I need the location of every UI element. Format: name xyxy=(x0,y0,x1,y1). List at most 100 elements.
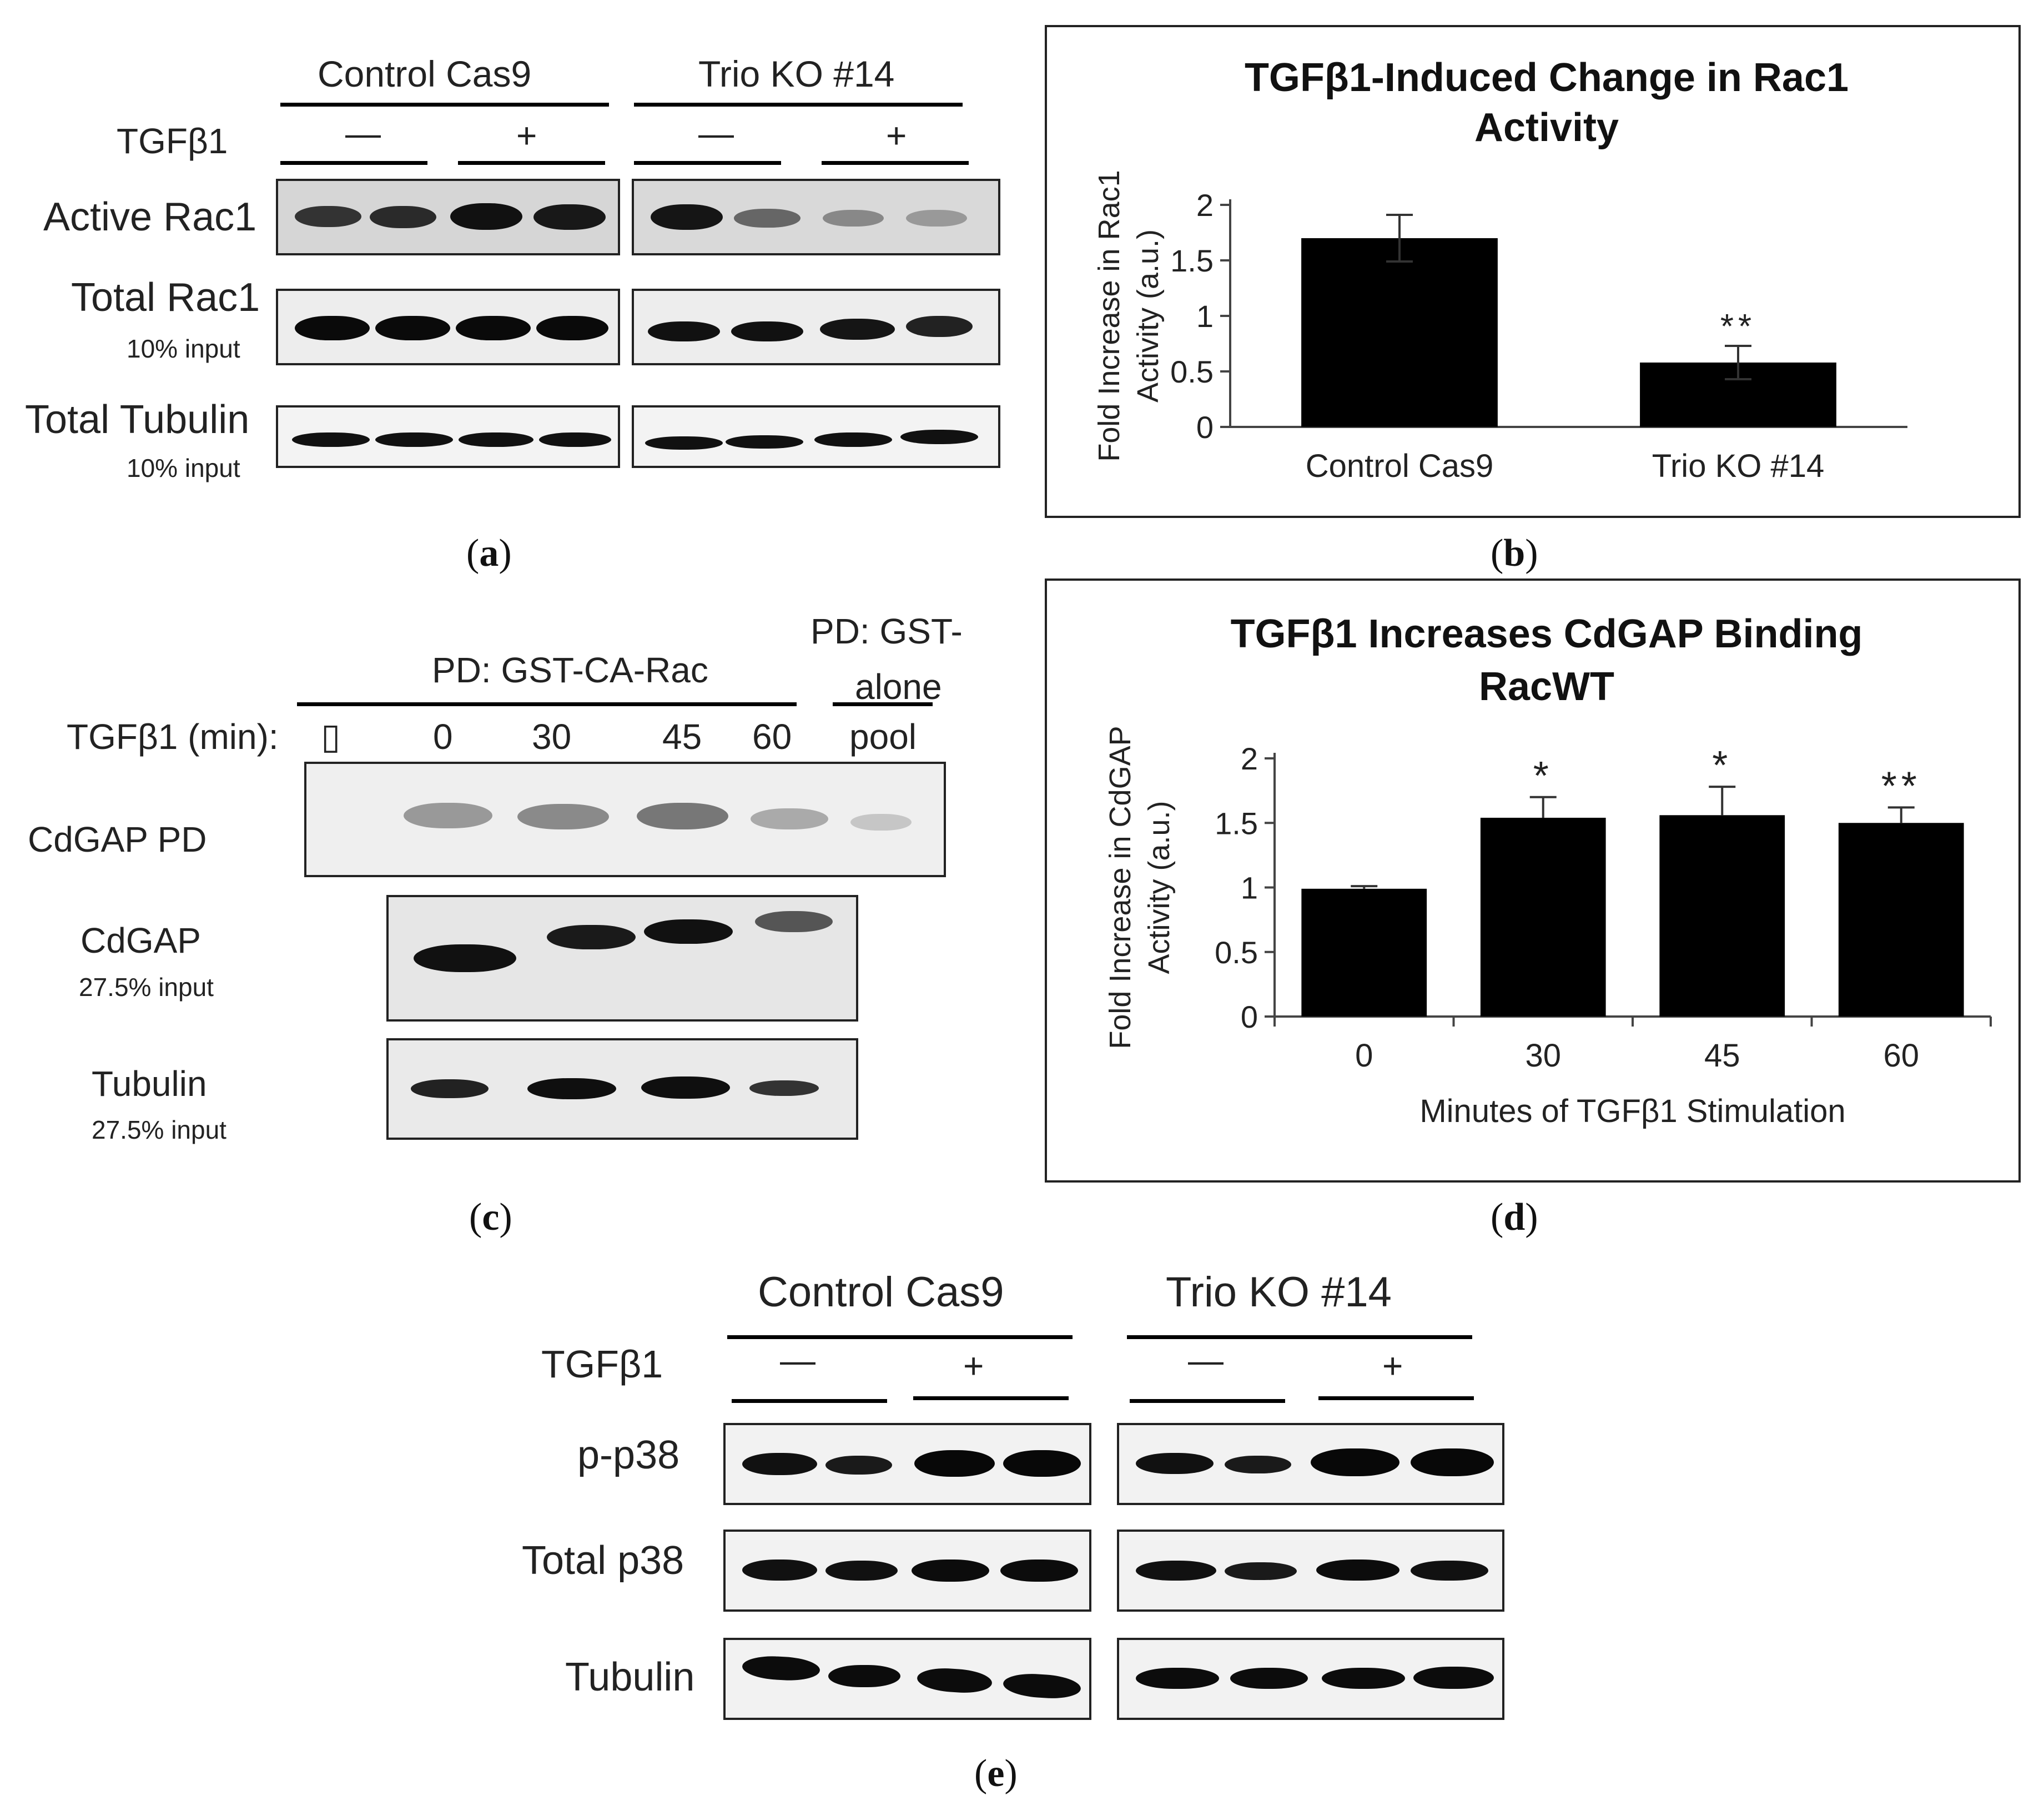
x-tick-label: 45 xyxy=(1704,1038,1740,1074)
treatment-label: TGFβ1 xyxy=(117,121,228,161)
chart-b: TGFβ1-Induced Change in Rac1 Activity Fold… xyxy=(1093,56,1907,484)
x-tick-label: 0 xyxy=(1355,1038,1373,1074)
treatment-minus: — xyxy=(780,1340,815,1380)
lane-label-45: 45 xyxy=(662,717,702,757)
treatment-plus: + xyxy=(516,115,537,155)
significance-mark: * xyxy=(1533,754,1553,798)
placeholder-glyph: ▯ xyxy=(321,716,341,757)
blot-total-tubulin-control xyxy=(276,405,620,468)
blot-p-p38-control xyxy=(723,1423,1091,1505)
y-tick-label: 0.5 xyxy=(1170,354,1214,389)
lane-label-0: 0 xyxy=(433,717,453,757)
treatment-time-label: TGFβ1 (min): xyxy=(67,717,279,757)
treatment-label: TGFβ1 xyxy=(541,1342,663,1386)
caption-b: (b) xyxy=(1491,532,1538,575)
blot-active-rac1-trio xyxy=(632,179,1000,255)
blot-active-rac1-control xyxy=(276,179,620,255)
x-axis-label: Minutes of TGFβ1 Stimulation xyxy=(1419,1093,1845,1129)
blot-tubulin-input xyxy=(386,1038,858,1140)
row-label-total-p38: Total p38 xyxy=(522,1538,684,1583)
y-tick-label: 1.5 xyxy=(1215,806,1258,841)
row-label-total-tubulin: Total Tubulin xyxy=(25,398,250,442)
blot-cdgap-pd xyxy=(304,762,946,877)
treatment-underline xyxy=(634,161,781,165)
blot-total-rac1-control xyxy=(276,289,620,365)
treatment-minus: — xyxy=(698,113,734,153)
lane-label-30: 30 xyxy=(532,717,572,757)
group-underline-control xyxy=(280,103,609,107)
row-label-tubulin: Tubulin xyxy=(565,1655,695,1699)
y-tick-label: 1 xyxy=(1196,299,1214,334)
blot-total-p38-control xyxy=(723,1530,1091,1612)
bar xyxy=(1301,888,1427,1017)
group-label-control-cas9: Control Cas9 xyxy=(318,53,532,94)
treatment-plus: + xyxy=(963,1346,984,1386)
blot-tubulin-trio xyxy=(1117,1638,1504,1720)
blot-total-p38-trio xyxy=(1117,1530,1504,1612)
blot-tubulin-control xyxy=(723,1638,1091,1720)
significance-mark: ** xyxy=(1881,764,1921,808)
group-underline-trio xyxy=(1127,1335,1472,1339)
treatment-plus: + xyxy=(1382,1346,1403,1386)
panel-d-frame: TGFβ1 Increases CdGAP Binding RacWT Fold I… xyxy=(1045,578,2021,1183)
caption-a: (a) xyxy=(466,532,512,575)
chart-d: TGFβ1 Increases CdGAP Binding RacWT Fold I… xyxy=(1104,612,1992,1129)
treatment-underline xyxy=(1130,1399,1285,1403)
x-tick-label: Trio KO #14 xyxy=(1652,448,1825,484)
caption-d: (d) xyxy=(1491,1196,1538,1239)
group-label-trio-ko: Trio KO #14 xyxy=(698,53,895,94)
caption-e: (e) xyxy=(974,1752,1018,1795)
treatment-underline xyxy=(280,161,427,165)
x-tick-label: 30 xyxy=(1525,1038,1561,1074)
row-label-active-rac1: Active Rac1 xyxy=(43,195,257,239)
y-axis-label: Activity (a.u.) xyxy=(1131,229,1165,403)
treatment-plus: + xyxy=(886,115,907,155)
treatment-underline xyxy=(458,161,605,165)
y-tick-label: 1 xyxy=(1241,871,1258,906)
panel-b-frame: TGFβ1-Induced Change in Rac1 Activity Fold… xyxy=(1045,25,2021,518)
row-label-total-rac1: Total Rac1 xyxy=(71,275,260,320)
group-label-control-cas9: Control Cas9 xyxy=(758,1269,1004,1316)
y-tick-label: 0 xyxy=(1196,410,1214,445)
row-label-p-p38: p-p38 xyxy=(577,1433,680,1477)
treatment-minus: — xyxy=(345,113,381,153)
row-sublabel-input: 10% input xyxy=(127,454,240,482)
significance-mark: * xyxy=(1712,743,1732,788)
row-label-cdgap-pd: CdGAP PD xyxy=(28,819,207,859)
treatment-underline xyxy=(1318,1396,1474,1400)
treatment-underline xyxy=(732,1399,887,1403)
pulldown-header: PD: GST-CA-Rac xyxy=(432,650,708,690)
bar xyxy=(1659,815,1785,1017)
y-tick-label: 2 xyxy=(1196,188,1214,223)
group-label-trio-ko: Trio KO #14 xyxy=(1166,1269,1392,1316)
chart-title: TGFβ1-Induced Change in Rac1 xyxy=(1245,56,1849,100)
blot-total-rac1-trio xyxy=(632,289,1000,365)
y-axis-label: Activity (a.u.) xyxy=(1142,801,1176,974)
lane-label-pool: pool xyxy=(849,717,917,757)
row-label-cdgap: CdGAP xyxy=(80,920,201,960)
blot-p-p38-trio xyxy=(1117,1423,1504,1505)
blot-total-tubulin-trio xyxy=(632,405,1000,468)
chart-title: TGFβ1 Increases CdGAP Binding xyxy=(1231,612,1863,656)
treatment-underline xyxy=(822,161,969,165)
caption-c: (c) xyxy=(469,1196,512,1239)
x-tick-label: 60 xyxy=(1883,1038,1919,1074)
chart-title: Activity xyxy=(1474,105,1619,150)
bar xyxy=(1480,817,1606,1017)
y-axis-label: Fold Increase in Rac1 xyxy=(1093,170,1126,461)
y-tick-label: 1.5 xyxy=(1170,243,1214,278)
pulldown-header-gst-alone: alone xyxy=(855,667,942,707)
y-tick-label: 0 xyxy=(1241,999,1258,1034)
group-underline-trio xyxy=(634,103,963,107)
row-label-tubulin: Tubulin xyxy=(92,1064,207,1104)
pulldown-underline-gst xyxy=(833,702,933,706)
y-axis-label: Fold Increase in CdGAP xyxy=(1104,726,1137,1049)
y-tick-label: 2 xyxy=(1241,741,1258,776)
bar xyxy=(1301,238,1498,427)
y-tick-label: 0.5 xyxy=(1215,935,1258,970)
pulldown-header-gst-alone: PD: GST- xyxy=(810,611,963,651)
row-sublabel-input: 27.5% input xyxy=(79,973,214,1002)
group-underline-control xyxy=(727,1335,1073,1339)
row-sublabel-input: 27.5% input xyxy=(92,1115,226,1144)
treatment-underline xyxy=(913,1396,1069,1400)
